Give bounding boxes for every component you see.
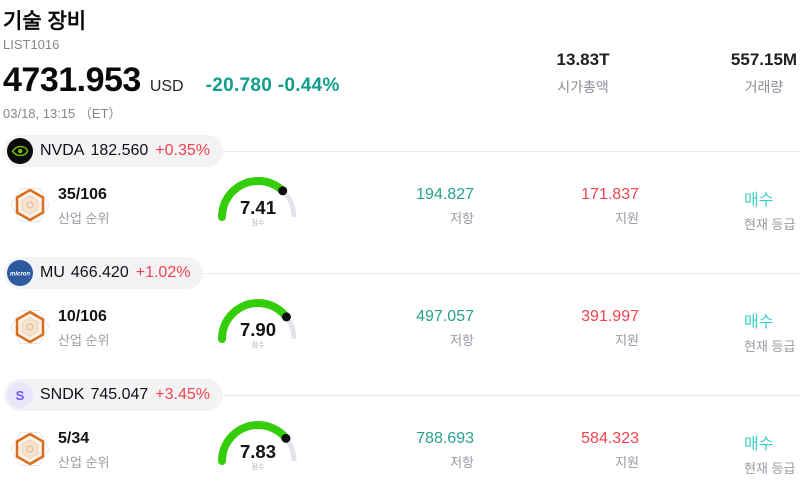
resistance-label: 저항 [450,333,474,348]
ticker-symbol: MU [40,264,65,281]
volume-stat: 557.15M 거래량 [704,50,800,97]
ticker-symbol: SNDK [40,386,85,403]
market-cap-value: 13.83T [556,50,610,69]
resistance-col: 194.827 저항 [314,186,474,227]
volume-label: 거래량 [744,79,784,95]
rank-block: 5/34 산업 순위 [58,430,109,471]
ticker-price: 182.560 [90,142,149,159]
rank-block: 35/106 산업 순위 [58,186,109,227]
nvidia-logo [7,138,33,164]
rating-value: 매수 [744,192,774,209]
industry-rank-value: 5/34 [58,430,90,447]
resistance-label: 저항 [450,211,474,226]
pill-row: S SNDK 745.047 +3.45% [0,379,800,411]
pill-row: micron MU 466.420 +1.02% [0,257,800,289]
resistance-col: 788.693 저항 [314,430,474,471]
resistance-label: 저항 [450,455,474,470]
divider-line [223,394,800,396]
volume-value: 557.15M [730,50,798,69]
ticker-change: +1.02% [135,264,191,281]
support-value: 391.997 [581,308,639,325]
score-value: 7.83 [240,441,276,462]
ticker-change: +0.35% [155,142,211,159]
list-id: LIST1016 [3,37,60,52]
svg-text:S: S [16,388,25,403]
score-value: 7.41 [240,197,276,218]
ticker-symbol: NVDA [40,142,85,159]
page-title: 기술 장비 [3,10,87,33]
rating-label: 현재 등급 [744,217,796,232]
support-col: 391.997 지원 [479,308,639,349]
rating-value: 매수 [744,314,774,331]
price-row: 4731.953 USD -20.780 -0.44% [3,61,800,100]
market-cap-label: 시가총액 [557,79,609,95]
rating-label: 현재 등급 [744,461,796,476]
score-label: 점수 [252,341,265,349]
resistance-value: 497.057 [416,308,474,325]
rating-col: 매수 현재 등급 [744,430,800,477]
support-col: 171.837 지원 [479,186,639,227]
index-change: -20.780 -0.44% [205,75,340,96]
sandisk-logo: S [7,382,33,408]
industry-rank-label: 산업 순위 [58,333,110,348]
ticker-pill-mu[interactable]: micron MU 466.420 +1.02% [4,257,204,289]
industry-rank-label: 산업 순위 [58,455,110,470]
stock-row-nvda: NVDA 182.560 +0.35% 35/106 산업 순위 7.41 점수… [0,122,800,244]
divider-line [203,272,800,274]
rank-block: 10/106 산업 순위 [58,308,109,349]
rating-col: 매수 현재 등급 [744,308,800,355]
divider-line [223,150,800,152]
resistance-value: 788.693 [416,430,474,447]
ticker-pill-sndk[interactable]: S SNDK 745.047 +3.45% [4,379,224,411]
industry-rank-value: 10/106 [58,308,107,325]
svg-text:micron: micron [10,272,30,278]
currency-label: USD [149,78,184,95]
support-value: 584.323 [581,430,639,447]
header: 기술 장비 LIST1016 4731.953 USD -20.780 -0.4… [0,0,800,122]
rank-badge-icon [10,432,50,466]
support-label: 지원 [615,333,639,348]
market-cap-stat: 13.83T 시가총액 [523,50,643,97]
score-value: 7.90 [240,319,276,340]
score-gauge: 7.90 점수 [218,299,298,349]
ticker-pill-nvda[interactable]: NVDA 182.560 +0.35% [4,135,224,167]
pill-row: NVDA 182.560 +0.35% [0,135,800,167]
ticker-price: 745.047 [90,386,149,403]
score-label: 점수 [252,219,265,227]
industry-rank-value: 35/106 [58,186,107,203]
industry-rank-label: 산업 순위 [58,211,110,226]
support-label: 지원 [615,455,639,470]
resistance-col: 497.057 저항 [314,308,474,349]
micron-logo: micron [7,260,33,286]
index-price: 4731.953 [3,61,141,99]
rating-col: 매수 현재 등급 [744,186,800,233]
stock-row-sndk: S SNDK 745.047 +3.45% 5/34 산업 순위 7.83 점수… [0,366,800,488]
score-gauge: 7.83 점수 [218,421,298,471]
support-col: 584.323 지원 [479,430,639,471]
resistance-value: 194.827 [416,186,474,203]
rank-badge-icon [10,188,50,222]
rank-badge-icon [10,310,50,344]
score-gauge: 7.41 점수 [218,177,298,227]
support-value: 171.837 [581,186,639,203]
ticker-change: +3.45% [155,386,211,403]
score-label: 점수 [252,463,265,471]
support-label: 지원 [615,211,639,226]
rating-value: 매수 [744,436,774,453]
stock-row-mu: micron MU 466.420 +1.02% 10/106 산업 순위 7.… [0,244,800,366]
datetime: 03/18, 13:15 （ET） [3,106,122,121]
ticker-price: 466.420 [70,264,129,281]
rating-label: 현재 등급 [744,339,796,354]
